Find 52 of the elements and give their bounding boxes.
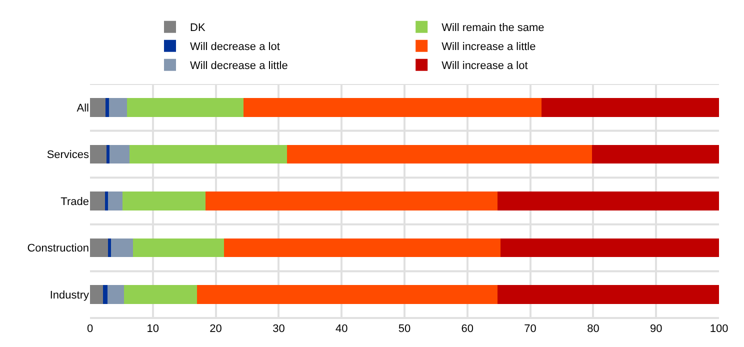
bar <box>90 192 106 210</box>
bar <box>592 144 719 164</box>
bar <box>105 192 108 210</box>
bar <box>108 98 128 117</box>
bar <box>106 144 110 164</box>
bar <box>90 285 104 304</box>
bar <box>498 285 719 304</box>
bar <box>500 238 719 258</box>
x-tick-label: 90 <box>650 323 662 336</box>
x-tick-label: 100 <box>710 323 728 336</box>
bar <box>286 144 592 164</box>
bar <box>90 144 106 164</box>
bar <box>224 238 501 258</box>
y-tick-label: Services <box>46 149 90 162</box>
x-tick-label: 60 <box>461 323 474 336</box>
bar <box>206 192 498 210</box>
y-tick-label: All <box>76 102 89 114</box>
bar <box>108 285 124 304</box>
bar <box>132 238 224 258</box>
bar <box>122 192 206 210</box>
bar <box>130 144 287 164</box>
legend-label: Will remain the same <box>442 22 544 34</box>
legend-label: Will decrease a little <box>190 60 288 72</box>
y-tick-label: Industry <box>50 289 90 302</box>
bar <box>124 285 197 304</box>
bar <box>110 144 130 164</box>
x-tick-label: 30 <box>272 323 285 336</box>
x-tick-label: 80 <box>587 323 600 336</box>
legend-label: Will decrease a lot <box>190 41 280 54</box>
x-tick-label: 70 <box>524 323 536 336</box>
x-tick-label: 10 <box>146 323 160 336</box>
bar <box>108 192 123 210</box>
bar <box>542 98 719 117</box>
legend-label: DK <box>190 22 206 34</box>
legend-label: Will increase a little <box>442 41 536 54</box>
x-tick-label: 50 <box>398 323 411 336</box>
bar <box>196 285 498 304</box>
bar <box>103 285 108 304</box>
bar <box>498 192 719 210</box>
y-tick-label: Construction <box>27 242 89 255</box>
bar <box>106 98 109 117</box>
x-tick-label: 40 <box>335 323 348 336</box>
x-tick-label: 0 <box>86 323 94 336</box>
bar <box>243 98 542 117</box>
bar <box>90 98 106 117</box>
bar <box>127 98 244 117</box>
x-tick-label: 20 <box>210 323 222 336</box>
bar <box>110 238 133 258</box>
legend-label: Will increase a lot <box>442 60 528 72</box>
y-tick-label: Trade <box>60 196 89 208</box>
bar <box>108 238 111 258</box>
bar <box>90 238 109 258</box>
